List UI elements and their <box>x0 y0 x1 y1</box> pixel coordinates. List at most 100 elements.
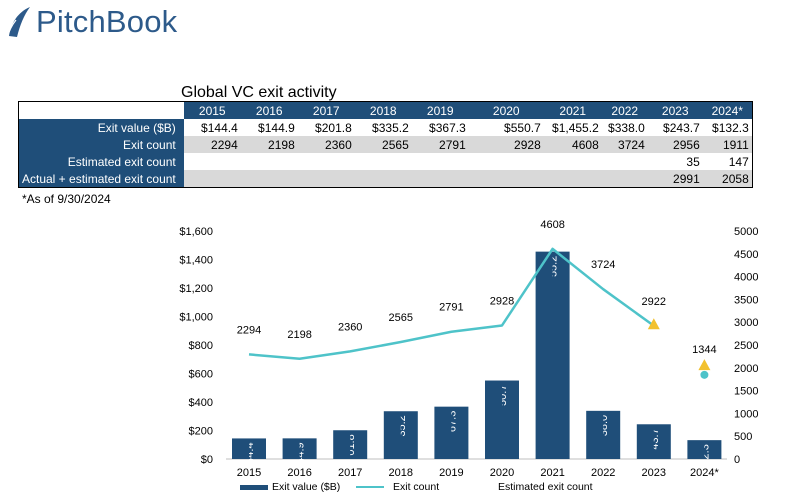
year-header: 2023 <box>647 101 703 119</box>
x-tick-label: 2020 <box>490 467 514 479</box>
bar-data-label: $550.7 <box>497 385 509 419</box>
y-right-tick-label: 5000 <box>734 226 758 238</box>
table-cell: 1911 <box>702 136 753 153</box>
y-left-tick-label: $1,600 <box>179 226 213 238</box>
y-right-tick-label: 1000 <box>734 408 758 420</box>
x-tick-label: 2024* <box>690 467 719 479</box>
y-left-tick-label: $1,400 <box>179 255 213 267</box>
estimated-exit-marker <box>698 359 711 371</box>
x-tick-label: 2022 <box>591 467 615 479</box>
year-header: 2017 <box>297 101 355 119</box>
bar <box>333 430 368 459</box>
y-right-tick-label: 0 <box>734 454 740 466</box>
pitchbook-logo: PitchBook <box>6 4 177 40</box>
line-data-label: 2928 <box>490 295 514 307</box>
bar <box>485 380 519 459</box>
year-header: 2019 <box>411 101 469 119</box>
bar-data-label: $132.3 <box>699 444 711 478</box>
table-cell <box>411 170 469 188</box>
bar-data-label: $1,455.2 <box>548 256 560 299</box>
row-label: Exit count <box>18 136 184 153</box>
footnote: *As of 9/30/2024 <box>22 192 111 206</box>
table-cell: 35 <box>686 154 700 169</box>
bar <box>535 251 570 459</box>
legend-label: Estimated exit count <box>498 481 593 493</box>
y-right-tick-label: 500 <box>734 431 752 443</box>
year-header: 2020 <box>468 101 544 119</box>
y-left-tick-label: $1,000 <box>179 312 213 324</box>
bar <box>586 410 621 459</box>
table-cell: $367.3 <box>429 120 466 135</box>
table-row: Exit count 2294 2198 2360 2565 2791 2928… <box>18 136 753 153</box>
x-tick-label: 2019 <box>439 467 463 479</box>
table-cell: 2294 <box>183 136 241 153</box>
year-header: 2015 <box>183 101 241 119</box>
table-cell <box>468 170 544 188</box>
table-cell <box>297 170 355 188</box>
x-tick-label: 2023 <box>642 467 666 479</box>
bar-data-label: $144.9 <box>295 442 307 476</box>
y-left-tick-label: $1,200 <box>179 283 213 295</box>
y-left-tick-label: $600 <box>189 369 213 381</box>
x-tick-label: 2017 <box>338 467 362 479</box>
brand-name: PitchBook <box>36 4 178 39</box>
x-tick-label: 2015 <box>237 467 261 479</box>
exit-count-marker <box>700 370 709 379</box>
table-row: Exit value ($B) $144.4 $144.9 $201.8 $33… <box>18 119 753 136</box>
bar <box>687 440 722 459</box>
table-cell <box>543 170 602 188</box>
table-cell: 2956 <box>647 136 703 153</box>
y-left-tick-label: $200 <box>189 426 213 438</box>
row-label: Exit value ($B) <box>18 119 184 136</box>
bar-data-label: $367.3 <box>446 411 458 445</box>
table-cell: 4608 <box>543 136 602 153</box>
y-left-tick-label: $800 <box>189 340 213 352</box>
row-label: Estimated exit count <box>18 153 184 170</box>
y-right-tick-label: 2000 <box>734 363 758 375</box>
legend-swatch-bar <box>240 485 268 490</box>
year-header: 2021 <box>543 101 602 119</box>
year-header: 2016 <box>240 101 298 119</box>
table-row: Estimated exit count 35 147 <box>18 153 753 170</box>
table-row: Actual + estimated exit count 2991 2058 <box>18 170 753 188</box>
year-header: 2022 <box>601 101 648 119</box>
table-cell <box>601 170 648 188</box>
x-tick-label: 2018 <box>389 467 413 479</box>
table-title: Global VC exit activity <box>181 84 337 101</box>
table-cell: $335.2 <box>372 120 409 135</box>
table-cell: $550.7 <box>504 120 541 135</box>
table-cell: $132.3 <box>712 120 749 135</box>
row-label: Actual + estimated exit count <box>18 170 184 188</box>
table-cell: $243.7 <box>663 120 700 135</box>
y-right-tick-label: 1500 <box>734 386 758 398</box>
table-cell: 2565 <box>354 136 412 153</box>
table-cell: 2791 <box>411 136 469 153</box>
y-right-tick-label: 3000 <box>734 317 758 329</box>
bar-data-label: $144.4 <box>244 442 256 476</box>
table-cell: $338.0 <box>608 120 645 135</box>
line-data-label: 3724 <box>591 259 615 271</box>
y-right-tick-label: 2500 <box>734 340 758 352</box>
line-data-label: 2294 <box>237 324 261 336</box>
table-cell: 2198 <box>240 136 298 153</box>
table-cell: 2991 <box>647 170 703 188</box>
bar-data-label: $335.2 <box>396 415 408 449</box>
x-tick-label: 2016 <box>287 467 311 479</box>
bar <box>282 438 317 459</box>
marker-data-label: 1344 <box>692 344 716 356</box>
table-cell: 3724 <box>601 136 648 153</box>
line-data-label: 4608 <box>540 219 564 231</box>
bar-data-label: $201.8 <box>345 434 357 468</box>
y-left-tick-label: $0 <box>201 454 213 466</box>
bar-data-label: $338.0 <box>598 415 610 449</box>
estimated-exit-marker <box>647 318 660 330</box>
legend-label: Exit count <box>393 481 439 493</box>
table-cell: 147 <box>728 154 749 169</box>
pitchbook-leaf-icon <box>6 7 30 39</box>
table-cell: $144.4 <box>201 120 238 135</box>
legend-label: Exit value ($B) <box>272 481 340 493</box>
line-data-label: 2791 <box>439 302 463 314</box>
table-cell <box>354 170 412 188</box>
table-cell: $1,455.2 <box>552 120 599 135</box>
bar <box>434 406 469 459</box>
